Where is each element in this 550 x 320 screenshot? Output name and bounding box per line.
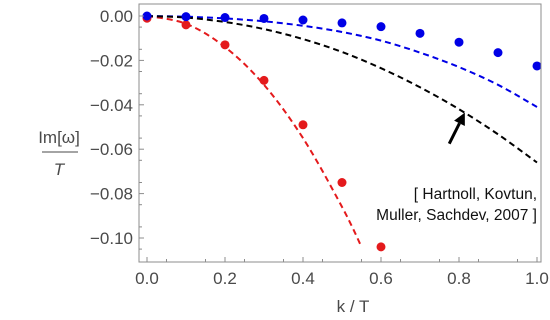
- annotation-text-line: Muller, Sachdev, 2007 ]: [376, 207, 537, 224]
- y-tick-label: −0.08: [90, 185, 133, 204]
- x-tick-label: 0.6: [369, 269, 393, 288]
- annotation-arrow-head: [454, 112, 465, 126]
- data-point: [415, 28, 425, 38]
- tick-layer: 0.0 0.2 0.4 0.6 0.8 1.0 0.00 −0.02 −0.04 −0.06 −0.…: [90, 7, 549, 288]
- data-point: [376, 22, 386, 32]
- data-point: [454, 37, 464, 47]
- data-point: [337, 178, 347, 187]
- point-layer: [142, 11, 542, 252]
- y-tick-label: 0.00: [100, 7, 133, 26]
- y-tick-label: −0.10: [90, 229, 133, 248]
- x-tick-label: 0.4: [291, 269, 315, 288]
- x-tick-label: 0.8: [447, 269, 471, 288]
- data-point: [181, 12, 191, 22]
- data-point: [220, 13, 230, 23]
- dashed-curve-2: [146, 15, 363, 248]
- y-tick-label: −0.02: [90, 51, 133, 70]
- x-axis-label: k / T: [337, 297, 370, 316]
- data-point: [532, 61, 542, 71]
- x-tick-label: 1.0: [525, 269, 549, 288]
- y-axis-label-denominator: T: [54, 160, 66, 179]
- annotation-arrow-shaft: [447, 122, 461, 145]
- x-tick-label: 0.2: [213, 269, 237, 288]
- data-point: [259, 75, 269, 85]
- x-tick-label: 0.0: [135, 269, 159, 288]
- data-point: [298, 120, 308, 130]
- annotation: [ Hartnoll, Kovtun, Muller, Sachdev, 2007…: [376, 112, 537, 224]
- data-point: [181, 20, 191, 30]
- curve-layer: [146, 15, 538, 248]
- plot-frame: [138, 3, 542, 263]
- y-tick-label: −0.04: [90, 96, 133, 115]
- dashed-curve-4: [146, 15, 538, 164]
- data-point: [142, 11, 152, 21]
- annotation-text-line: [ Hartnoll, Kovtun,: [414, 186, 537, 203]
- data-point: [220, 40, 230, 50]
- data-point: [259, 13, 269, 23]
- data-point: [493, 48, 503, 58]
- y-axis-label-numerator: Im[ω]: [38, 128, 80, 147]
- data-point: [376, 242, 386, 252]
- dashed-curve-3: [146, 15, 538, 108]
- data-point: [298, 15, 308, 25]
- data-point: [337, 18, 347, 28]
- y-tick-label: −0.06: [90, 140, 133, 159]
